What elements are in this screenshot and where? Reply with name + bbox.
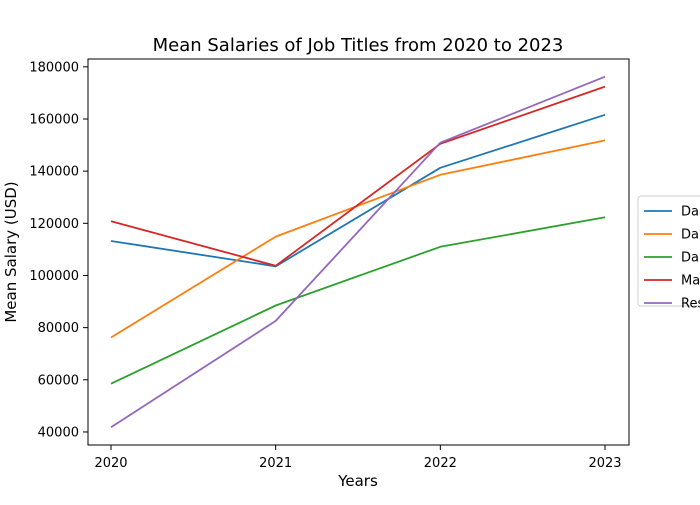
series-line-1	[110, 113, 606, 268]
legend-label-5: Res	[681, 297, 700, 312]
y-tick-label: 160000	[29, 112, 79, 127]
x-tick-label: 2020	[94, 456, 127, 471]
y-tick-label: 40000	[38, 425, 79, 440]
x-axis: 2020 2021 2022 2023	[94, 445, 622, 471]
y-axis-label: Mean Salary (USD)	[2, 181, 20, 322]
y-axis: 40000 60000 80000 100000 120000 140000 160000 1…	[29, 60, 88, 440]
chart-title: Mean Salaries of Job Titles from 2020 to…	[153, 35, 564, 56]
legend: Da Da Da Ma Res	[637, 195, 700, 312]
legend-label-4: Ma	[681, 274, 700, 289]
y-tick-label: 180000	[29, 60, 79, 75]
legend-label-1: Da	[681, 205, 699, 220]
x-tick-label: 2023	[588, 456, 621, 471]
y-tick-label: 120000	[29, 217, 79, 232]
series-line-5	[110, 75, 606, 429]
y-tick-label: 100000	[29, 269, 79, 284]
legend-frame	[637, 195, 700, 307]
series-line-4	[110, 85, 606, 267]
plot-frame	[87, 58, 630, 446]
legend-label-3: Da	[681, 251, 699, 266]
series-line-3	[110, 216, 606, 385]
x-axis-label: Years	[337, 472, 378, 490]
x-tick-label: 2021	[259, 456, 292, 471]
x-tick-label: 2022	[424, 456, 457, 471]
y-tick-label: 80000	[38, 321, 79, 336]
y-tick-label: 60000	[38, 373, 79, 388]
legend-label-2: Da	[681, 228, 699, 243]
series-layer	[110, 75, 606, 429]
y-tick-label: 140000	[29, 165, 79, 180]
